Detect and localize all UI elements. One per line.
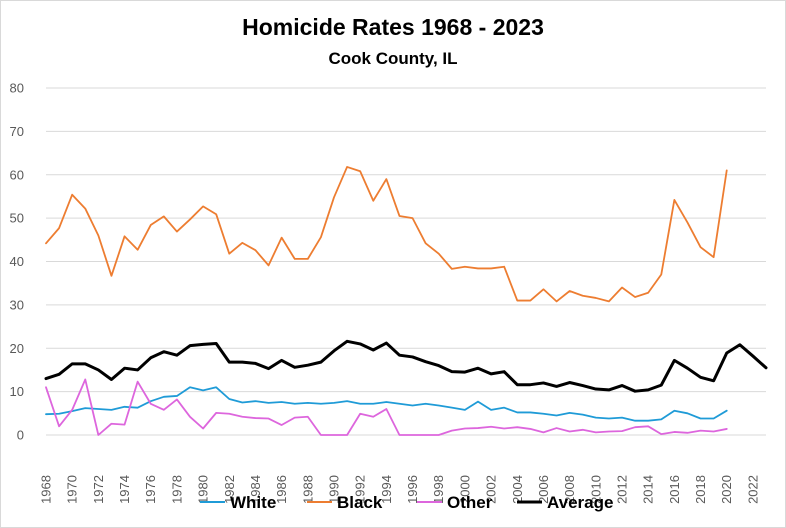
legend-label-white: White	[230, 493, 276, 512]
series-line-average	[44, 339, 768, 393]
chart-title: Homicide Rates 1968 - 2023	[242, 14, 544, 40]
x-tick-label: 1980	[196, 475, 211, 504]
legend-item-black: Black	[307, 493, 383, 512]
legend-label-black: Black	[337, 493, 383, 512]
x-tick-label: 2022	[745, 475, 760, 504]
series-line-white	[45, 386, 728, 422]
x-tick-label: 1970	[65, 475, 80, 504]
x-tick-label: 2012	[615, 475, 630, 504]
x-tick-label: 2000	[457, 475, 472, 504]
gridlines	[46, 87, 766, 436]
x-tick-label: 2018	[693, 475, 708, 504]
x-tick-label: 2002	[484, 475, 499, 504]
legend-item-white: White	[200, 493, 276, 512]
x-tick-label: 1986	[274, 475, 289, 504]
x-tick-label: 2016	[667, 475, 682, 504]
legend-label-average: Average	[547, 493, 613, 512]
y-tick-label: 20	[10, 341, 24, 356]
x-tick-label: 1972	[91, 475, 106, 504]
x-tick-label: 1982	[222, 475, 237, 504]
x-tick-label: 1996	[405, 475, 420, 504]
y-tick-label: 30	[10, 297, 24, 312]
series-line-other	[45, 378, 728, 436]
x-tick-label: 1990	[327, 475, 342, 504]
legend: White Black Other Average	[200, 493, 613, 512]
chart-subtitle: Cook County, IL	[328, 49, 457, 68]
x-tick-label: 2004	[510, 475, 525, 504]
x-tick-label: 2006	[536, 475, 551, 504]
legend-item-other: Other	[417, 493, 493, 512]
x-tick-label: 1992	[353, 475, 368, 504]
y-tick-label: 40	[10, 254, 24, 269]
x-tick-label: 2020	[719, 475, 734, 504]
x-tick-label: 1968	[39, 475, 54, 504]
y-axis-ticks: 0 10 20 30 40 50 60 70 80	[10, 81, 24, 443]
y-tick-label: 70	[10, 124, 24, 139]
legend-item-average: Average	[517, 493, 613, 512]
legend-label-other: Other	[447, 493, 493, 512]
x-tick-label: 1994	[379, 475, 394, 504]
x-tick-label: 1974	[117, 475, 132, 504]
y-tick-label: 10	[10, 384, 24, 399]
y-tick-label: 80	[10, 81, 24, 96]
x-tick-label: 1984	[248, 475, 263, 504]
x-tick-label: 1998	[431, 475, 446, 504]
x-tick-label: 1976	[143, 475, 158, 504]
series-lines	[44, 166, 768, 436]
x-tick-label: 2014	[641, 475, 656, 504]
x-tick-label: 2010	[588, 475, 603, 504]
x-axis-ticks: 1968 1970 1972 1974 1976 1978 1980 1982 1984 1986…	[39, 475, 761, 504]
x-tick-label: 2008	[562, 475, 577, 504]
x-tick-label: 1988	[300, 475, 315, 504]
series-line-black	[45, 166, 728, 303]
y-tick-label: 60	[10, 167, 24, 182]
y-tick-label: 50	[10, 211, 24, 226]
x-tick-label: 1978	[169, 475, 184, 504]
y-tick-label: 0	[17, 428, 24, 443]
